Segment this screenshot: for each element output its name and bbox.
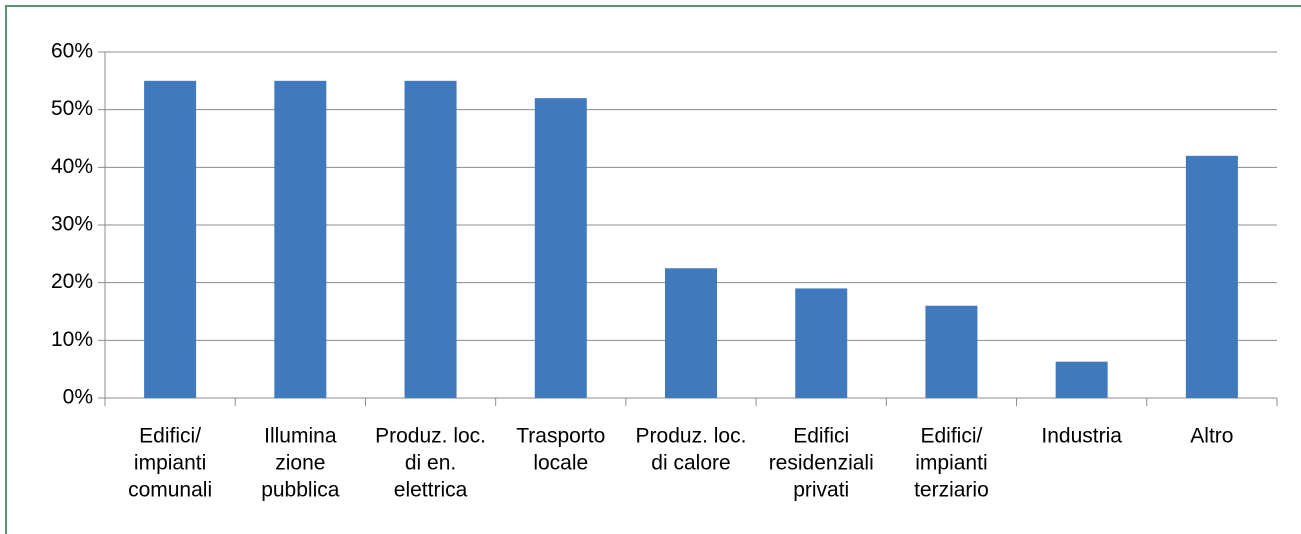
x-tick-label: Edifici/ [139, 425, 201, 448]
x-tick-label: comunali [128, 479, 212, 502]
x-tick-label: Altro [1190, 425, 1233, 448]
x-tick-label: elettrica [394, 479, 468, 502]
bar [144, 80, 197, 398]
x-tick-label: privati [793, 479, 849, 502]
x-tick-label: locale [533, 452, 588, 475]
x-tick-label: Trasporto [516, 425, 605, 448]
x-tick-label: Illumina [264, 425, 337, 448]
x-tick-label: Industria [1041, 425, 1122, 448]
x-tick-label: di en. [405, 452, 456, 475]
y-tick-label: 30% [51, 213, 93, 236]
x-tick-label: Edifici [793, 425, 849, 448]
y-tick-label: 50% [51, 97, 93, 120]
x-tick-label: pubblica [261, 479, 340, 502]
bar [404, 80, 457, 398]
x-tick-label: impianti [915, 452, 987, 475]
y-tick-label: 20% [51, 270, 93, 293]
bar [274, 80, 327, 398]
x-tick-label: residenziali [769, 452, 874, 475]
x-tick-label: Produz. loc. [636, 425, 747, 448]
x-tick-label: terziario [914, 479, 989, 502]
chart-border [5, 5, 1301, 534]
y-tick-label: 60% [51, 40, 93, 63]
bar [925, 305, 978, 398]
x-tick-label: zione [275, 452, 325, 475]
bar [1185, 155, 1238, 398]
bar [665, 268, 717, 398]
y-tick-label: 40% [51, 155, 93, 178]
x-tick-label: Edifici/ [921, 425, 983, 448]
y-tick-label: 0% [63, 386, 93, 409]
x-tick-label: impianti [134, 452, 206, 475]
x-tick-label: di calore [651, 452, 730, 475]
y-tick-label: 10% [51, 328, 93, 351]
bar [534, 98, 587, 398]
bar [795, 288, 848, 398]
x-tick-label: Produz. loc. [375, 425, 486, 448]
bar [1055, 361, 1108, 398]
